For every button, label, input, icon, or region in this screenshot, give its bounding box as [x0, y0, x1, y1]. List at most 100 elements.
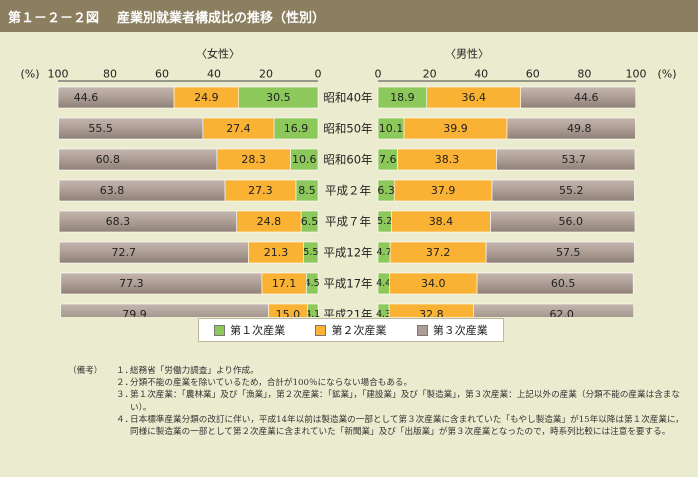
legend: 第１次産業 第２次産業 第３次産業	[198, 318, 504, 342]
figure-title-bar: 第１－２－２図 産業別就業者構成比の推移（性別）	[0, 0, 698, 32]
female-bar-tertiary	[58, 210, 237, 233]
category-label: 昭和50年	[323, 122, 372, 136]
legend-swatch-secondary	[315, 324, 327, 336]
legend-item-tertiary: 第３次産業	[416, 322, 488, 338]
category-label: 平成17年	[323, 277, 372, 291]
figure-number: 第１－２－２図	[8, 10, 100, 26]
female-data-label-secondary: 24.8	[257, 215, 282, 228]
male-data-label-tertiary: 56.0	[558, 215, 583, 228]
female-bar-tertiary	[57, 86, 175, 109]
female-data-label-tertiary: 63.8	[100, 184, 125, 197]
female-bar-tertiary	[60, 272, 263, 295]
female-data-label-tertiary: 44.6	[74, 91, 99, 104]
female-bar-tertiary	[58, 117, 204, 140]
female-data-label-primary: 6.5	[301, 215, 319, 228]
female-data-label-tertiary: 68.3	[106, 215, 131, 228]
male-data-label-secondary: 32.8	[419, 308, 444, 317]
figure-title: 産業別就業者構成比の推移（性別）	[117, 10, 326, 26]
male-data-label-secondary: 39.9	[443, 122, 468, 135]
male-data-label-primary: 4.3	[376, 309, 391, 317]
female-data-label-secondary: 17.1	[272, 277, 297, 290]
female-data-label-secondary: 24.9	[194, 91, 219, 104]
female-data-label-primary: 4.5	[305, 278, 320, 289]
female-data-label-tertiary: 77.3	[119, 277, 144, 290]
female-data-label-primary: 16.9	[284, 122, 309, 135]
male-data-label-secondary: 38.4	[429, 215, 454, 228]
female-data-label-secondary: 15.0	[276, 308, 301, 317]
female-data-label-primary: 8.5	[298, 184, 316, 197]
female-bar-tertiary	[58, 179, 226, 202]
male-bar-tertiary	[491, 179, 635, 202]
male-data-label-primary: 4.7	[377, 247, 392, 258]
category-label: 昭和40年	[323, 91, 372, 105]
note-number: ４．	[116, 414, 134, 425]
female-data-label-primary: 5.5	[303, 247, 318, 258]
female-data-label-primary: 30.5	[266, 91, 291, 104]
female-tick-label: 20	[259, 68, 273, 81]
male-tick-label: 20	[423, 68, 437, 81]
female-tick-label: 80	[103, 68, 117, 81]
male-data-label-secondary: 37.2	[426, 246, 451, 259]
chart: 〈女性〉 〈男性〉 (%) (%) 100 80 60 40 20 0 0 20 40 60 80 100 30…	[20, 47, 677, 318]
female-panel-label: 〈女性〉	[196, 47, 240, 61]
note-item: ４． 日本標準産業分類の改訂に伴い，平成14年以前は製造業の一部として第３次産業に…	[116, 414, 690, 438]
male-tick-label: 60	[526, 68, 540, 81]
legend-swatch-tertiary	[416, 324, 428, 336]
legend-item-secondary: 第２次産業	[315, 322, 386, 338]
male-bar-tertiary	[506, 117, 636, 140]
note-text: 日本標準産業分類の改訂に伴い，平成14年以前は製造業の一部として第３次産業に含ま…	[130, 414, 684, 438]
male-tick-label: 40	[474, 68, 488, 81]
notes: （備考） １． 総務省「労働力調査」より作成。 ２． 分類不能の産業を除いているため…	[68, 365, 690, 438]
female-data-label-tertiary: 72.7	[112, 246, 137, 259]
note-number: １．	[116, 366, 134, 376]
female-data-label-primary: 4.1	[305, 309, 320, 317]
male-data-label-primary: 4.4	[376, 278, 391, 289]
male-bar-tertiary	[490, 210, 636, 233]
note-item: ３． 第１次産業：「農林業」及び「漁業」，第２次産業：「鉱業」，「建設業」及び「製…	[116, 389, 690, 413]
female-data-label-tertiary: 55.5	[88, 122, 113, 135]
female-data-label-secondary: 21.3	[264, 246, 289, 259]
female-data-label-primary: 10.6	[292, 153, 317, 166]
male-data-label-secondary: 36.4	[461, 91, 486, 104]
female-bar-tertiary	[58, 148, 218, 171]
category-label: 昭和60年	[323, 153, 372, 167]
female-data-label-tertiary: 79.9	[122, 308, 147, 317]
unit-right: (%)	[657, 68, 676, 81]
male-bar-tertiary	[496, 148, 636, 171]
note-number: ３．	[116, 390, 134, 401]
male-data-label-tertiary: 53.7	[561, 153, 586, 166]
category-label: 平成21年	[323, 308, 372, 318]
legend-label-tertiary: 第３次産業	[432, 324, 488, 337]
note-item: ２． 分類不能の産業を除いているため，合計が100％にならない場合もある。	[116, 377, 690, 389]
legend-label-secondary: 第２次産業	[331, 324, 387, 337]
female-bar-tertiary	[60, 303, 269, 317]
note-text: 第１次産業：「農林業」及び「漁業」，第２次産業：「鉱業」，「建設業」及び「製造業…	[130, 390, 680, 413]
male-data-label-tertiary: 55.2	[559, 184, 584, 197]
note-text: 分類不能の産業を除いているため，合計が100％にならない場合もある。	[130, 378, 413, 389]
unit-left: (%)	[20, 68, 39, 81]
male-panel-label: 〈男性〉	[445, 47, 489, 61]
category-label: 平成７年	[325, 215, 371, 229]
female-data-label-secondary: 28.3	[241, 153, 266, 166]
male-data-label-primary: 10.1	[379, 122, 404, 135]
male-tick-label: 100	[626, 68, 647, 81]
male-data-label-secondary: 37.9	[431, 184, 456, 197]
legend-label-primary: 第１次産業	[230, 324, 286, 337]
notes-label: （備考）	[68, 366, 103, 376]
female-tick-label: 40	[207, 68, 221, 81]
female-data-label-secondary: 27.3	[248, 184, 273, 197]
male-data-label-tertiary: 49.8	[567, 122, 592, 135]
legend-item-primary: 第１次産業	[214, 322, 285, 338]
female-tick-label: 100	[48, 68, 69, 81]
male-data-label-secondary: 34.0	[421, 277, 446, 290]
category-label: 平成２年	[325, 184, 371, 198]
note-number: ２．	[116, 378, 134, 389]
male-data-label-primary: 18.9	[390, 91, 415, 104]
male-data-label-secondary: 38.3	[435, 153, 460, 166]
female-data-label-secondary: 27.4	[226, 122, 251, 135]
male-data-label-tertiary: 44.6	[574, 91, 599, 104]
male-tick-label: 0	[375, 68, 382, 81]
male-data-label-primary: 6.3	[377, 184, 395, 197]
male-bar-tertiary	[473, 303, 634, 317]
male-data-label-tertiary: 60.5	[551, 277, 576, 290]
